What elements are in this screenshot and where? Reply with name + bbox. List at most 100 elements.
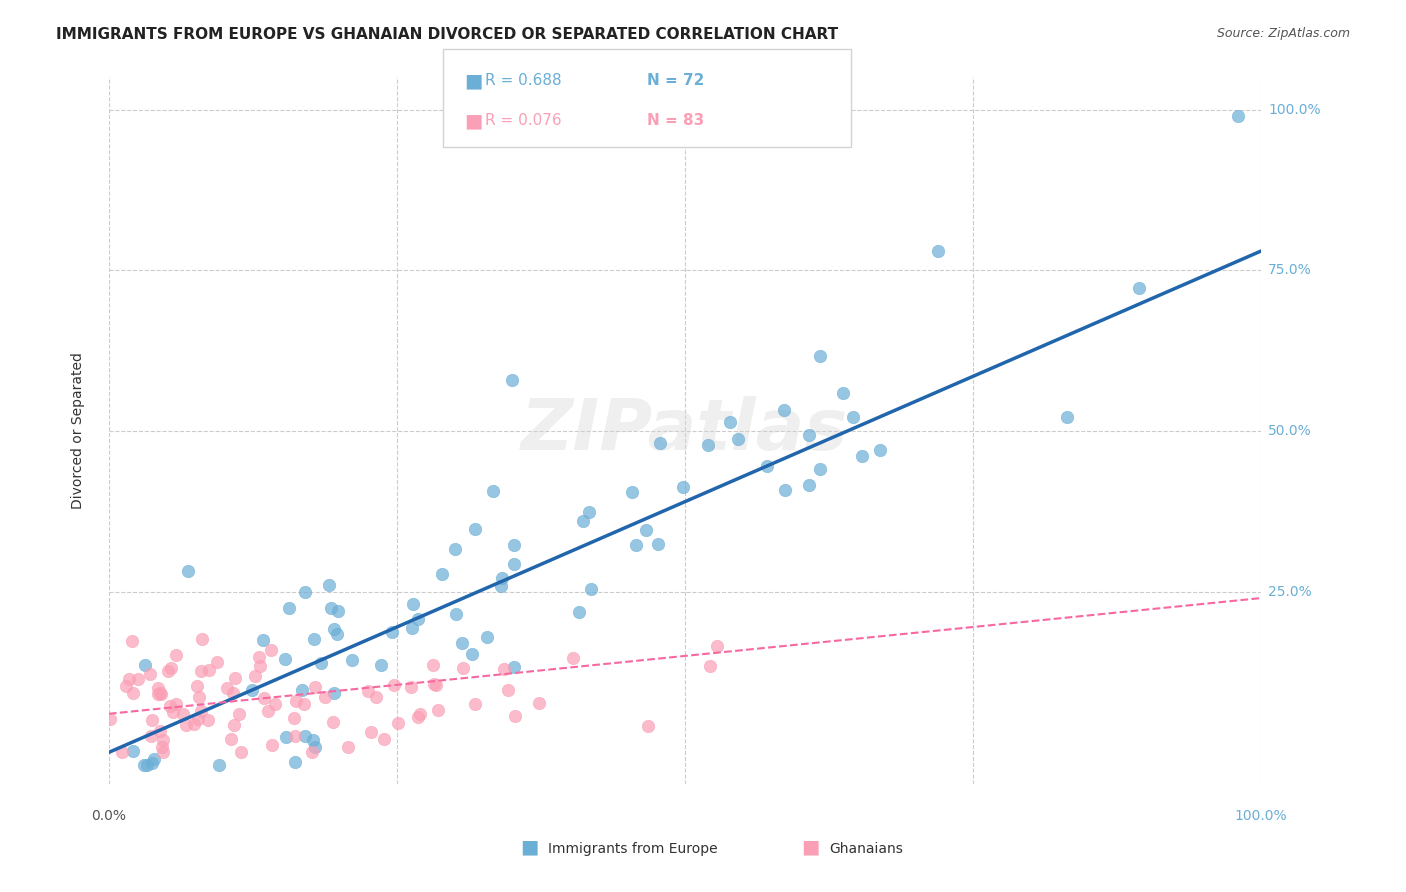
Point (927, 244, 949, 258)
Point (489, 579, 512, 593)
Point (647, 536, 669, 550)
Text: R = 0.688: R = 0.688 (485, 73, 561, 88)
Point (325, 627, 347, 641)
Point (318, 578, 340, 592)
Point (283, 729, 305, 743)
Point (624, 538, 647, 552)
Point (98, 712, 121, 726)
Point (291, 683, 314, 698)
Point (150, 740, 173, 755)
Point (141, 713, 163, 727)
Point (727, 432, 749, 446)
Point (257, 704, 280, 718)
Point (370, 657, 392, 672)
Point (162, 705, 184, 719)
Point (276, 730, 298, 744)
Point (444, 607, 467, 621)
Point (650, 436, 672, 450)
Point (127, 673, 149, 687)
Point (277, 601, 299, 615)
Point (190, 665, 212, 679)
Point (222, 718, 245, 732)
Point (578, 505, 600, 519)
Point (432, 567, 454, 582)
Point (402, 597, 425, 611)
Point (381, 625, 404, 640)
Text: N = 72: N = 72 (647, 73, 704, 88)
Point (620, 484, 643, 499)
Point (831, 386, 853, 401)
Point (159, 699, 181, 714)
Text: Immigrants from Europe: Immigrants from Europe (548, 842, 718, 856)
Point (810, 350, 832, 364)
Point (797, 427, 820, 442)
Point (322, 622, 344, 636)
Text: IMMIGRANTS FROM EUROPE VS GHANAIAN DIVORCED OR SEPARATED CORRELATION CHART: IMMIGRANTS FROM EUROPE VS GHANAIAN DIVOR… (56, 27, 838, 42)
Text: Ghanaians: Ghanaians (830, 842, 904, 856)
Point (294, 729, 316, 743)
Point (263, 698, 285, 712)
Text: Source: ZipAtlas.com: Source: ZipAtlas.com (1216, 27, 1350, 40)
Point (304, 740, 326, 755)
Point (215, 681, 238, 695)
Point (464, 522, 486, 536)
Point (143, 752, 166, 766)
Point (503, 709, 526, 723)
Point (149, 724, 172, 739)
Point (134, 657, 156, 672)
Point (773, 403, 796, 417)
Point (409, 707, 432, 722)
Point (451, 661, 474, 675)
Point (187, 712, 209, 726)
Point (165, 648, 187, 662)
Point (152, 745, 174, 759)
Point (491, 571, 513, 585)
Point (111, 745, 134, 759)
Point (851, 449, 873, 463)
Text: ZIPatlas: ZIPatlas (522, 396, 849, 466)
Y-axis label: Divorced or Separated: Divorced or Separated (72, 352, 86, 509)
Point (322, 715, 344, 730)
Point (141, 729, 163, 743)
Text: ■: ■ (520, 838, 538, 856)
Point (311, 657, 333, 671)
Point (229, 745, 252, 759)
Point (461, 647, 484, 661)
Point (1056, 410, 1078, 425)
Point (224, 671, 246, 685)
Text: 50.0%: 50.0% (1268, 424, 1312, 438)
Text: 100.0%: 100.0% (1268, 103, 1320, 117)
Point (302, 733, 325, 747)
Point (284, 755, 307, 769)
Point (464, 697, 486, 711)
Point (285, 694, 308, 708)
Point (387, 716, 409, 731)
Point (503, 538, 526, 552)
Point (314, 690, 336, 704)
Point (425, 678, 447, 692)
Point (422, 657, 444, 672)
Point (156, 664, 179, 678)
Point (186, 680, 208, 694)
Point (190, 632, 212, 646)
Point (364, 690, 387, 704)
Text: 0.0%: 0.0% (91, 809, 127, 823)
Point (444, 541, 467, 556)
Text: ■: ■ (464, 112, 482, 130)
Point (496, 682, 519, 697)
Point (176, 564, 198, 578)
Point (260, 643, 283, 657)
Point (183, 717, 205, 731)
Point (148, 687, 170, 701)
Point (115, 679, 138, 693)
Point (149, 686, 172, 700)
Point (561, 650, 583, 665)
Point (718, 415, 741, 429)
Text: R = 0.076: R = 0.076 (485, 113, 561, 128)
Point (190, 705, 212, 719)
Text: 25.0%: 25.0% (1268, 584, 1312, 599)
Point (187, 690, 209, 705)
Text: ■: ■ (464, 71, 482, 90)
Point (222, 686, 245, 700)
Point (132, 758, 155, 772)
